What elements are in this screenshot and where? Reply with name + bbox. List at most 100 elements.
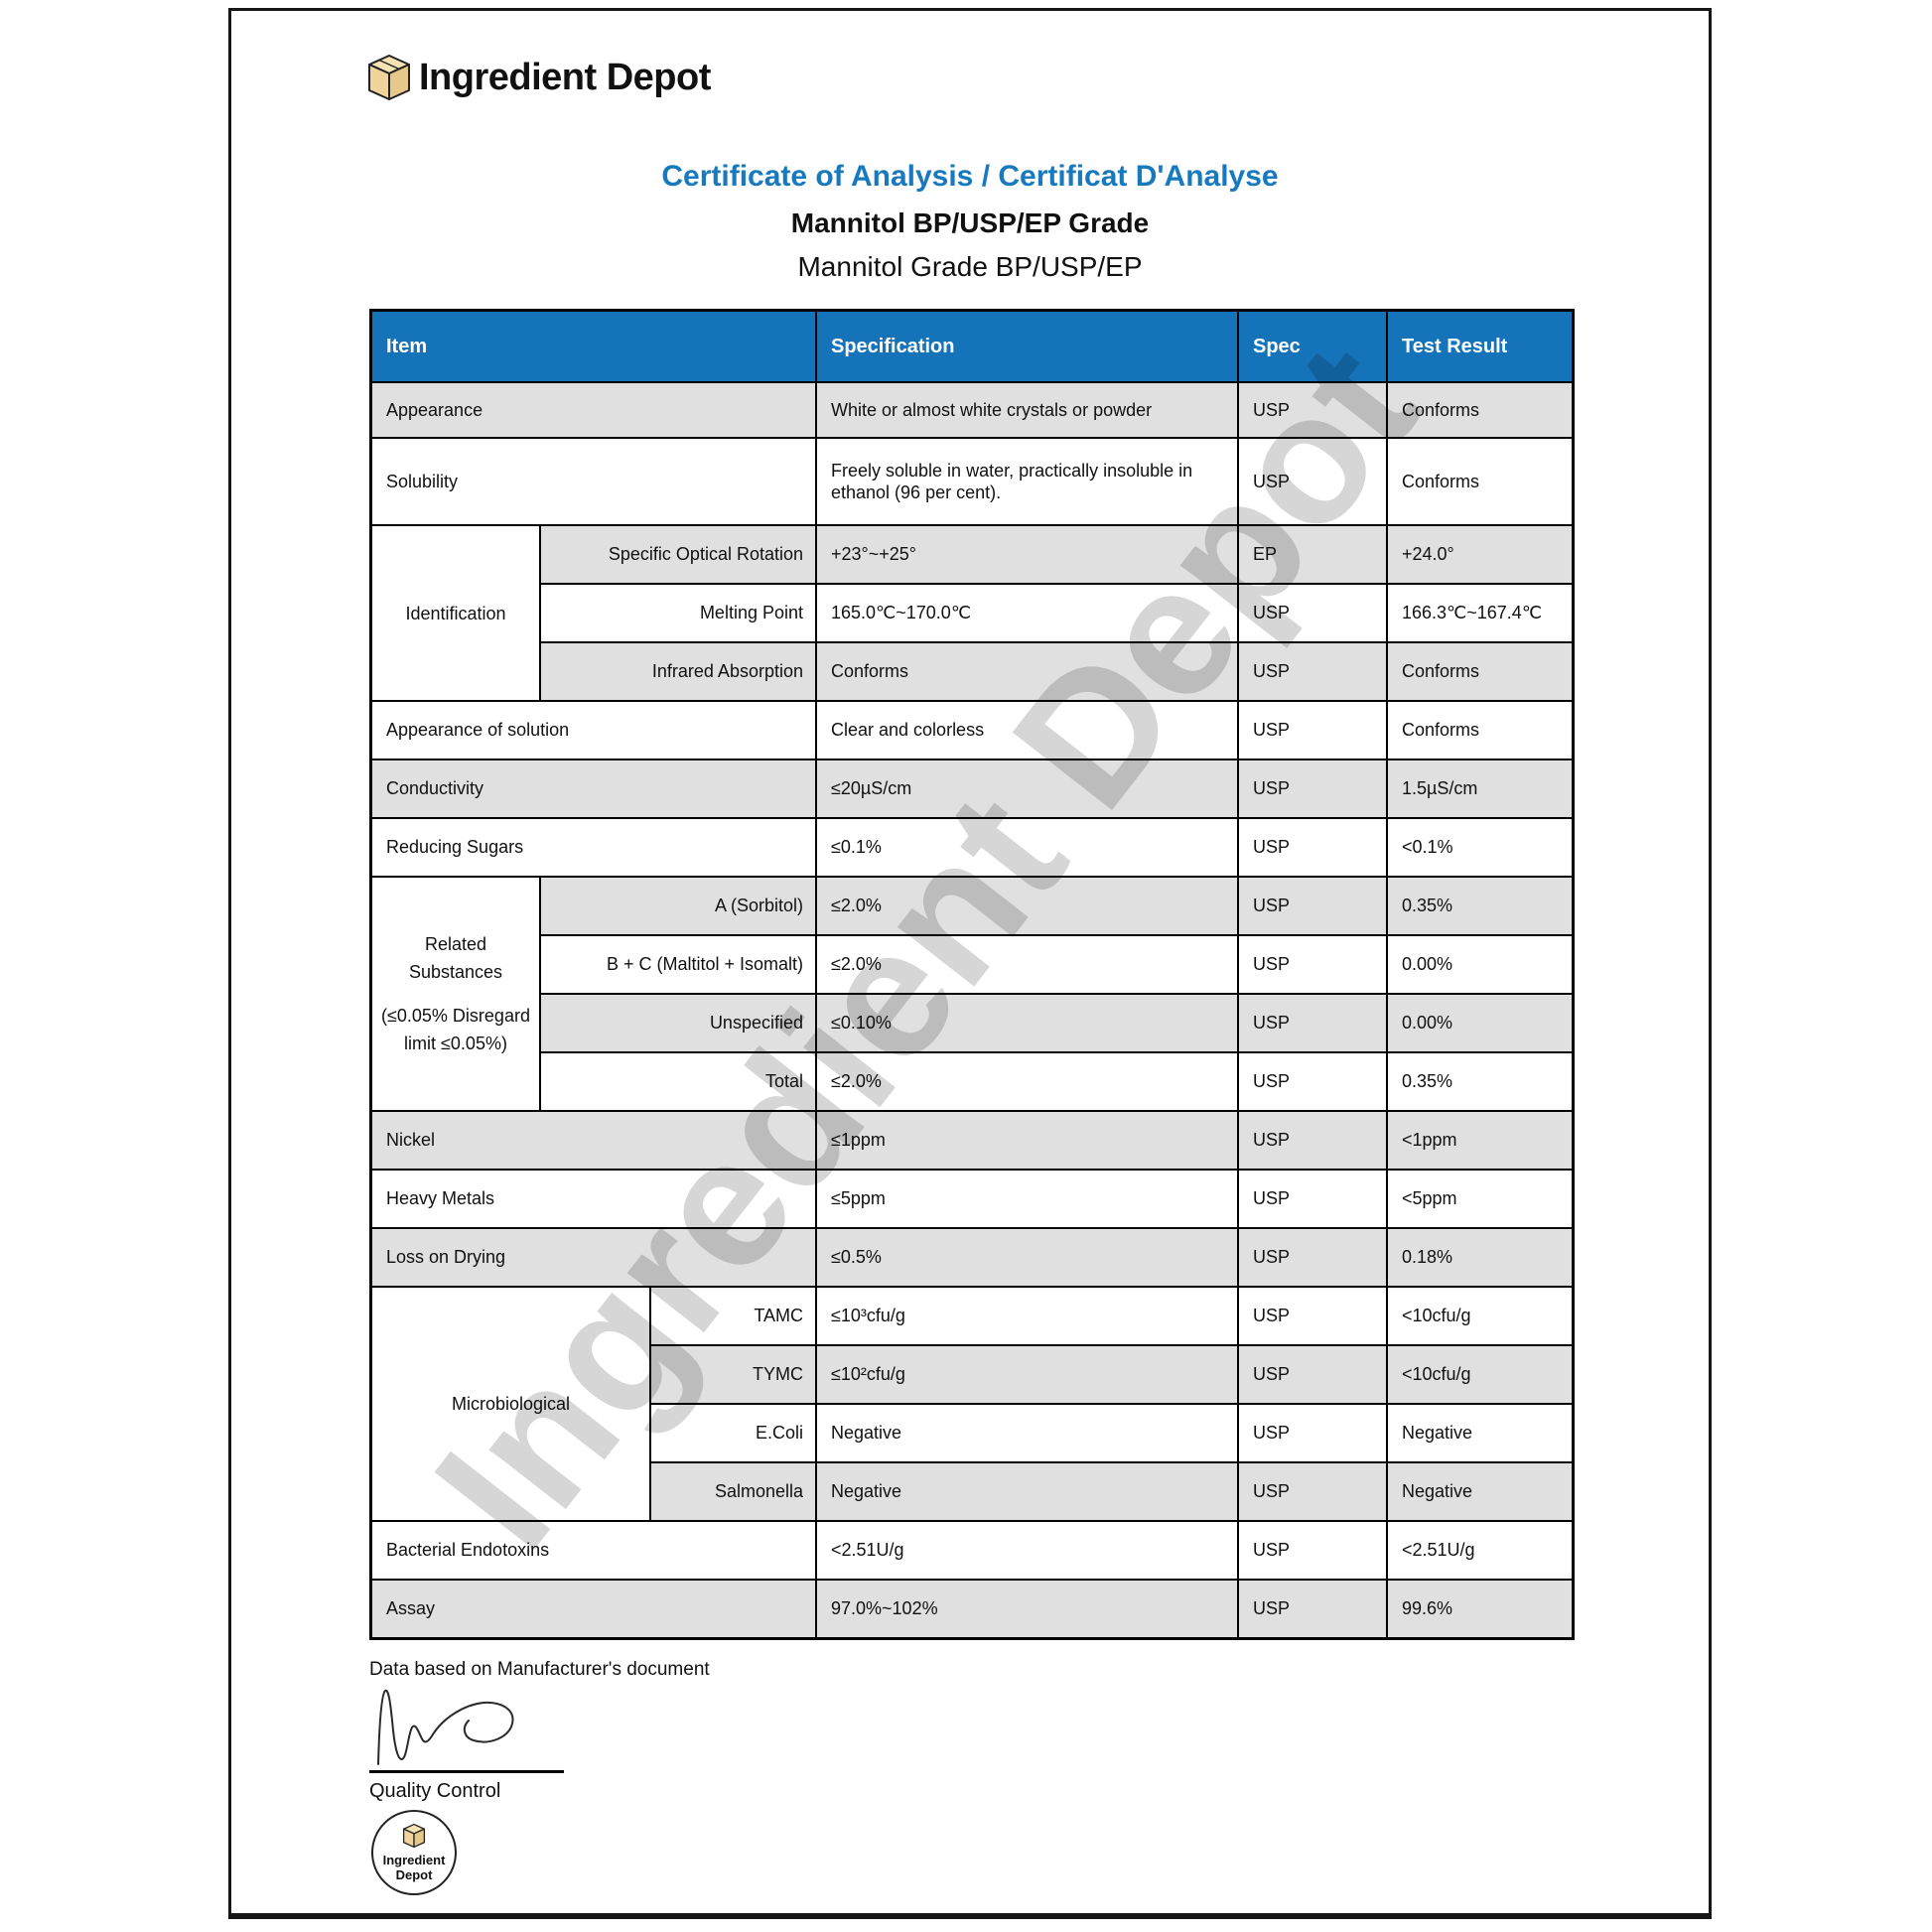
stamp-box-icon [402,1823,426,1854]
table-row: B + C (Maltitol + Isomalt) ≤2.0% USP 0.00% [372,934,1572,993]
test-result-cell: Conforms [1386,641,1572,700]
table-row: Loss on Drying ≤0.5% USP 0.18% [372,1227,1572,1286]
table-row: Assay 97.0%~102% USP 99.6% [372,1579,1572,1637]
group-spanner-cell [372,993,539,1051]
group-spanner-cell: Microbiological [372,1286,649,1414]
specification-cell: ≤10³cfu/g [815,1286,1237,1344]
specification-cell: ≤2.0% [815,1051,1237,1110]
spec-standard-cell: EP [1237,524,1386,583]
spec-standard-cell: USP [1237,993,1386,1051]
group-spanner-cell [372,583,539,641]
group-label-text: Microbiological [451,1394,571,1415]
stamp-seal: Ingredient Depot [371,1810,457,1895]
specification-cell: 97.0%~102% [815,1579,1237,1637]
table-row: Related Substances (≤0.05% Disregard limi… [372,876,1572,1053]
spec-standard-cell: USP [1237,1344,1386,1403]
test-result-cell: 0.18% [1386,1227,1572,1286]
item-sub-cell: Melting Point [539,583,815,641]
item-cell-group: Infrared Absorption [372,641,815,700]
specification-cell: Negative [815,1461,1237,1520]
test-result-cell: 0.00% [1386,993,1572,1051]
product-name: Mannitol BP/USP/EP Grade [790,207,1150,238]
group-label-note: (≤0.05% Disregard limit ≤0.05%) [381,1006,530,1053]
item-cell: Assay [372,1579,815,1637]
table-row: Reducing Sugars ≤0.1% USP <0.1% [372,817,1572,876]
group-spanner-cell: Identification [372,524,539,623]
table-row: Heavy Metals ≤5ppm USP <5ppm [372,1169,1572,1227]
spec-standard-cell: USP [1237,641,1386,700]
test-result-cell: <10cfu/g [1386,1286,1572,1344]
item-cell: Conductivity [372,759,815,817]
signature-line [369,1770,564,1773]
table-row: Melting Point 165.0℃~170.0℃ USP 166.3℃~167.… [372,583,1572,641]
specification-cell: ≤20µS/cm [815,759,1237,817]
item-cell-group: Microbiological TAMC [372,1286,815,1414]
table-row: Appearance White or almost white crystals… [372,381,1572,437]
test-result-cell: Conforms [1386,381,1572,437]
specification-cell: Negative [815,1403,1237,1461]
item-cell-group: TYMC [372,1344,815,1403]
table-header-row: Item Specification Spec Test Result [372,312,1572,381]
table-row: Salmonella Negative USP Negative [372,1461,1572,1520]
item-cell: Heavy Metals [372,1169,815,1227]
group-spanner-cell [372,1051,539,1110]
item-sub-cell: Specific Optical Rotation [539,524,815,583]
group-label-text: Related Substances [408,934,503,983]
test-result-cell: <2.51U/g [1386,1520,1572,1579]
test-result-cell: Conforms [1386,437,1572,524]
spec-standard-cell: USP [1237,934,1386,993]
test-result-cell: <0.1% [1386,817,1572,876]
group-spanner-cell [372,1344,649,1403]
specification-cell: ≤0.5% [815,1227,1237,1286]
test-result-cell: 0.35% [1386,876,1572,934]
document-title: Certificate of Analysis / Certificat D'A… [661,160,1279,193]
specification-cell: <2.51U/g [815,1520,1237,1579]
item-cell: Loss on Drying [372,1227,815,1286]
stamp-text-line1: Ingredient [382,1852,446,1867]
test-result-cell: Negative [1386,1461,1572,1520]
group-spanner-cell [372,1461,649,1520]
table-row: Bacterial Endotoxins <2.51U/g USP <2.51U/g [372,1520,1572,1579]
spec-standard-cell: USP [1237,1227,1386,1286]
table-row: TYMC ≤10²cfu/g USP <10cfu/g [372,1344,1572,1403]
test-result-cell: <1ppm [1386,1110,1572,1169]
specification-cell: +23°~+25° [815,524,1237,583]
spec-standard-cell: USP [1237,437,1386,524]
certificate-page: Ingredient Depot Certificate of Analysis… [228,8,1712,1919]
item-cell-group: Related Substances (≤0.05% Disregard limi… [372,876,815,1053]
item-cell: Solubility [372,437,815,524]
group-label: Microbiological [372,1288,649,1522]
group-spanner-cell [372,934,539,993]
test-result-cell: <5ppm [1386,1169,1572,1227]
specification-cell: ≤0.10% [815,993,1237,1051]
spec-standard-cell: USP [1237,759,1386,817]
group-spanner-cell [372,1403,649,1461]
table-row: Infrared Absorption Conforms USP Conforms [372,641,1572,700]
table-row: Unspecified ≤0.10% USP 0.00% [372,993,1572,1051]
item-sub-cell: TAMC [649,1286,815,1344]
group-spanner-cell [372,641,539,700]
specification-cell: ≤10²cfu/g [815,1344,1237,1403]
test-result-cell: 0.35% [1386,1051,1572,1110]
item-cell-group: B + C (Maltitol + Isomalt) [372,934,815,993]
item-cell: Appearance [372,381,815,437]
item-sub-cell: TYMC [649,1344,815,1403]
test-result-cell: 166.3℃~167.4℃ [1386,583,1572,641]
table-row: E.Coli Negative USP Negative [372,1403,1572,1461]
item-cell: Appearance of solution [372,700,815,759]
footer-note: Data based on Manufacturer's document [369,1659,710,1680]
table-row: Total ≤2.0% USP 0.35% [372,1051,1572,1110]
brand-logo: Ingredient Depot [366,53,711,102]
column-header-spec: Spec [1237,312,1386,381]
item-cell-group: Total [372,1051,815,1110]
spec-standard-cell: USP [1237,1110,1386,1169]
specification-cell: ≤0.1% [815,817,1237,876]
specification-cell: ≤2.0% [815,876,1237,934]
column-header-specification: Specification [815,312,1237,381]
spec-standard-cell: USP [1237,583,1386,641]
test-result-cell: Conforms [1386,700,1572,759]
item-cell: Nickel [372,1110,815,1169]
group-spanner-cell: Related Substances (≤0.05% Disregard limi… [372,876,539,1053]
group-label: Identification [372,526,539,702]
